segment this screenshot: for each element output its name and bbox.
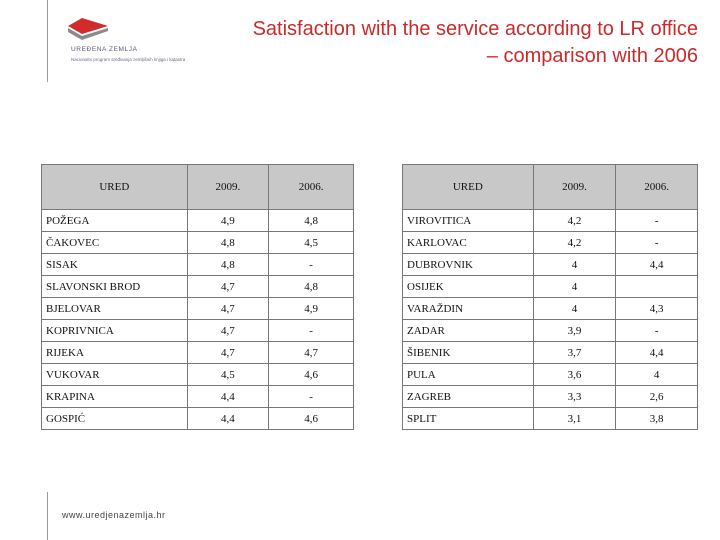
table-row: DUBROVNIK 4 4,4 <box>402 253 698 276</box>
office-name-cell: ZAGREB <box>402 385 534 408</box>
score-2006-cell: 4,4 <box>615 341 698 364</box>
score-2006-cell: 4,6 <box>268 363 354 386</box>
column-header: 2009. <box>532 164 617 210</box>
score-2009-cell: 4,8 <box>186 253 270 276</box>
score-2009-cell: 4,7 <box>186 341 270 364</box>
office-name-cell: DUBROVNIK <box>402 253 534 276</box>
office-name-cell: SISAK <box>41 253 188 276</box>
column-header: URED <box>402 164 534 210</box>
table-row: SPLIT 3,1 3,8 <box>402 407 698 430</box>
table-header-row: URED 2009. 2006. <box>41 164 354 210</box>
table-row: ZADAR 3,9- <box>402 319 698 342</box>
score-2006-cell: 2,6 <box>615 385 698 408</box>
page-title: Satisfaction with the service according … <box>138 16 698 70</box>
score-2009-cell: 4,4 <box>186 385 270 408</box>
score-2009-cell: 4,2 <box>532 209 617 232</box>
table-row: ŠIBENIK 3,7 4,4 <box>402 341 698 364</box>
table-row: OSIJEK 4 <box>402 275 698 298</box>
table-row: RIJEKA 4,7 4,7 <box>41 341 354 364</box>
score-2006-cell: 4,8 <box>268 275 354 298</box>
table-row: POŽEGA 4,9 4,8 <box>41 209 354 232</box>
office-name-cell: ČAKOVEC <box>41 231 188 254</box>
score-2006-cell: - <box>268 319 354 342</box>
score-2006-cell: 4,4 <box>615 253 698 276</box>
table-row: VUKOVAR 4,5 4,6 <box>41 363 354 386</box>
table-row: KRAPINA 4,4- <box>41 385 354 408</box>
score-2006-cell: - <box>268 253 354 276</box>
score-2006-cell: - <box>615 209 698 232</box>
table-row: PULA 3,6 4 <box>402 363 698 386</box>
table-header-row: URED 2009. 2006. <box>402 164 698 210</box>
score-2009-cell: 4 <box>532 297 617 320</box>
table-row: KOPRIVNICA 4,7- <box>41 319 354 342</box>
title-line-2: – comparison with 2006 <box>486 45 698 67</box>
office-name-cell: GOSPIĆ <box>41 407 188 430</box>
score-2006-cell: 4,5 <box>268 231 354 254</box>
table-row: SLAVONSKI BROD 4,7 4,8 <box>41 275 354 298</box>
score-2006-cell: 4,9 <box>268 297 354 320</box>
column-header: 2006. <box>268 164 354 210</box>
logo-subtitle: Nacionalni program sređivanja zemljišnih… <box>71 57 186 62</box>
table-row: ZAGREB 3,3 2,6 <box>402 385 698 408</box>
score-2009-cell: 4,7 <box>186 275 270 298</box>
score-2009-cell: 4 <box>532 253 617 276</box>
score-2009-cell: 4,7 <box>186 319 270 342</box>
score-2006-cell <box>615 275 698 298</box>
score-2009-cell: 4,7 <box>186 297 270 320</box>
score-2009-cell: 3,6 <box>532 363 617 386</box>
score-2009-cell: 3,7 <box>532 341 617 364</box>
score-2009-cell: 4 <box>532 275 617 298</box>
score-2009-cell: 4,5 <box>186 363 270 386</box>
office-name-cell: RIJEKA <box>41 341 188 364</box>
office-name-cell: KARLOVAC <box>402 231 534 254</box>
table-row: BJELOVAR 4,7 4,9 <box>41 297 354 320</box>
table-row: VARAŽDIN 4 4,3 <box>402 297 698 320</box>
office-name-cell: ZADAR <box>402 319 534 342</box>
footer-url: www.uredjenazemlja.hr <box>62 510 166 520</box>
office-name-cell: SPLIT <box>402 407 534 430</box>
score-2006-cell: - <box>268 385 354 408</box>
office-name-cell: POŽEGA <box>41 209 188 232</box>
office-name-cell: BJELOVAR <box>41 297 188 320</box>
table-row: SISAK 4,8- <box>41 253 354 276</box>
score-2009-cell: 4,8 <box>186 231 270 254</box>
office-name-cell: VARAŽDIN <box>402 297 534 320</box>
score-2009-cell: 4,4 <box>186 407 270 430</box>
score-2006-cell: - <box>615 231 698 254</box>
title-line-1: Satisfaction with the service according … <box>252 18 698 40</box>
office-name-cell: KRAPINA <box>41 385 188 408</box>
office-name-cell: VUKOVAR <box>41 363 188 386</box>
table-row: ČAKOVEC 4,8 4,5 <box>41 231 354 254</box>
score-2006-cell: 4,8 <box>268 209 354 232</box>
score-2006-cell: 4,6 <box>268 407 354 430</box>
office-name-cell: ŠIBENIK <box>402 341 534 364</box>
logo-icon <box>68 18 108 40</box>
column-header: URED <box>41 164 188 210</box>
satisfaction-table-left: URED 2009. 2006. POŽEGA 4,9 4,8 ČAKOVEC 4,8 4,5… <box>41 164 354 430</box>
table-row: KARLOVAC 4,2- <box>402 231 698 254</box>
office-name-cell: SLAVONSKI BROD <box>41 275 188 298</box>
score-2006-cell: 4,3 <box>615 297 698 320</box>
office-name-cell: PULA <box>402 363 534 386</box>
office-name-cell: KOPRIVNICA <box>41 319 188 342</box>
logo-name: UREĐENA ZEMLJA <box>71 46 138 53</box>
left-vertical-rule <box>47 0 48 82</box>
table-row: GOSPIĆ 4,4 4,6 <box>41 407 354 430</box>
score-2009-cell: 3,3 <box>532 385 617 408</box>
table-row: VIROVITICA 4,2- <box>402 209 698 232</box>
office-name-cell: VIROVITICA <box>402 209 534 232</box>
score-2009-cell: 3,9 <box>532 319 617 342</box>
column-header: 2006. <box>615 164 698 210</box>
score-2009-cell: 3,1 <box>532 407 617 430</box>
column-header: 2009. <box>186 164 270 210</box>
office-name-cell: OSIJEK <box>402 275 534 298</box>
left-vertical-rule-bottom <box>47 492 48 540</box>
satisfaction-table-right: URED 2009. 2006. VIROVITICA 4,2- KARLOVAC 4,2… <box>402 164 698 430</box>
score-2009-cell: 4,9 <box>186 209 270 232</box>
score-2006-cell: 3,8 <box>615 407 698 430</box>
score-2006-cell: 4 <box>615 363 698 386</box>
score-2009-cell: 4,2 <box>532 231 617 254</box>
score-2006-cell: - <box>615 319 698 342</box>
score-2006-cell: 4,7 <box>268 341 354 364</box>
